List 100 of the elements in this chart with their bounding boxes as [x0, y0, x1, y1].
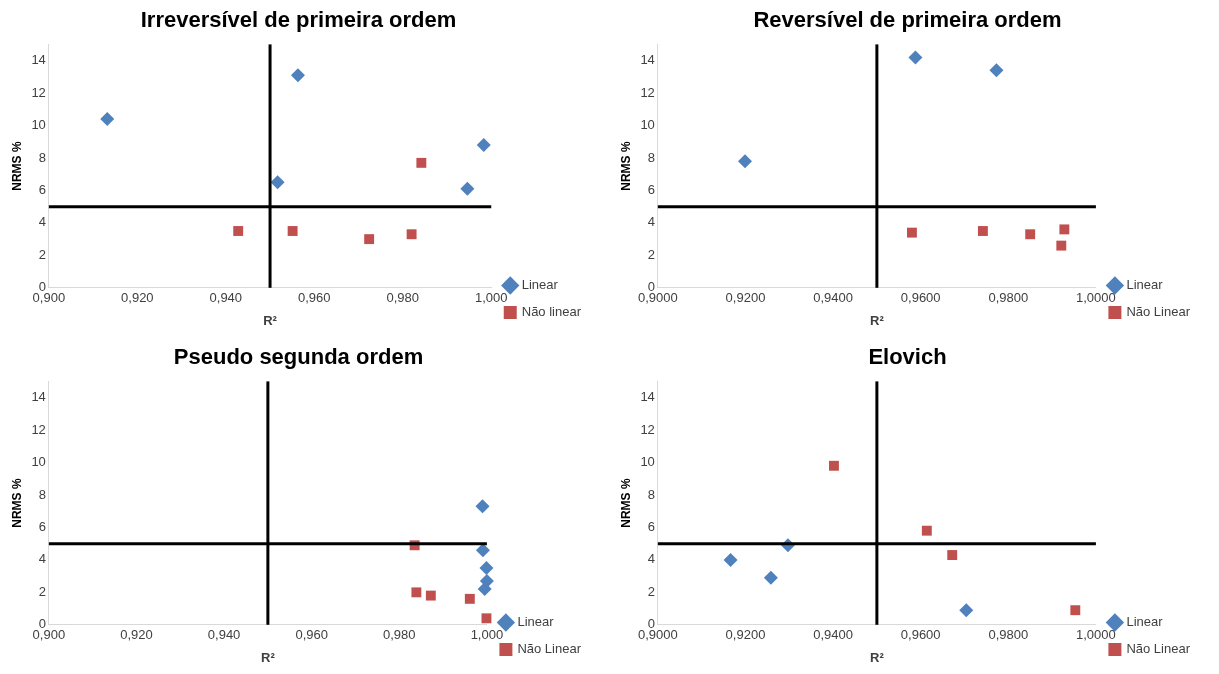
point [411, 587, 422, 598]
y-tick-label: 10 [640, 117, 655, 133]
y-tick-label: 4 [38, 551, 46, 567]
legend-label: Não linear [521, 304, 582, 320]
x-axis-title: R² [261, 649, 276, 665]
x-tick-label: 0,920 [120, 627, 153, 643]
x-tick-label: 0,900 [32, 290, 66, 306]
y-axis-title: NRMS % [618, 141, 633, 191]
x-tick-label: 0,9000 [637, 290, 678, 306]
x-tick-label: 0,9600 [900, 627, 941, 643]
x-tick-label: 0,940 [207, 627, 241, 643]
point [364, 234, 375, 245]
chart-title: Reversível de primeira ordem [753, 7, 1062, 33]
x-tick-label: 0,9000 [637, 627, 678, 643]
point [475, 499, 490, 514]
legend-label: Não Linear [1126, 641, 1191, 657]
legend-label: Linear [1126, 614, 1164, 630]
x-tick-label: 1,0000 [1076, 627, 1116, 643]
point [477, 582, 492, 597]
x-tick-label: 0,9200 [725, 627, 766, 643]
y-tick-label: 8 [647, 149, 655, 165]
y-axis-title: NRMS % [9, 141, 24, 191]
point [287, 226, 298, 236]
point [947, 550, 958, 560]
x-tick-label: 0,9600 [900, 290, 941, 306]
y-tick-label: 14 [31, 389, 46, 405]
point [906, 227, 917, 238]
x-tick-label: 0,9200 [725, 290, 766, 306]
point [1025, 229, 1036, 240]
y-tick-label: 6 [647, 519, 655, 535]
point [425, 590, 436, 601]
point [481, 613, 492, 624]
point [738, 154, 753, 169]
point [989, 63, 1004, 78]
y-axis-title: NRMS % [9, 478, 24, 528]
y-tick-label: 12 [31, 421, 46, 437]
x-axis-title: R² [263, 312, 278, 328]
point [723, 552, 738, 567]
x-tick-label: 0,980 [386, 290, 420, 306]
point [763, 570, 778, 585]
y-tick-label: 2 [647, 246, 655, 262]
point [475, 543, 490, 558]
chart-title: Irreversível de primeira ordem [140, 7, 457, 33]
y-tick-label: 12 [31, 84, 46, 100]
point [233, 226, 244, 236]
x-axis-title: R² [870, 312, 885, 328]
x-tick-label: 0,9800 [988, 290, 1029, 306]
point [829, 460, 839, 471]
x-tick-label: 1,000 [470, 627, 504, 643]
point [959, 603, 974, 618]
y-tick-label: 2 [38, 246, 46, 262]
point [1056, 240, 1067, 251]
y-tick-label: 10 [640, 454, 655, 470]
point [1070, 605, 1081, 616]
legend-label: Linear [521, 277, 559, 293]
x-tick-label: 0,960 [298, 290, 331, 306]
y-tick-label: 14 [640, 389, 655, 405]
legend-label: Não Linear [1126, 304, 1191, 320]
y-axis-title: NRMS % [618, 478, 633, 528]
x-tick-label: 0,900 [32, 627, 66, 643]
y-tick-label: 4 [38, 214, 46, 230]
x-tick-label: 0,960 [295, 627, 328, 643]
x-tick-label: 1,0000 [1076, 290, 1116, 306]
y-tick-label: 14 [640, 52, 655, 68]
point [479, 561, 494, 576]
x-tick-label: 0,9400 [813, 290, 853, 306]
y-tick-label: 6 [647, 182, 655, 198]
y-tick-label: 6 [38, 519, 46, 535]
y-tick-label: 10 [31, 454, 46, 470]
point [921, 525, 932, 536]
y-tick-label: 10 [31, 117, 46, 133]
y-tick-label: 6 [38, 182, 46, 198]
point [476, 138, 491, 153]
x-tick-label: 0,920 [121, 290, 154, 306]
legend-label: Linear [1126, 277, 1164, 293]
point [406, 229, 417, 240]
y-tick-label: 4 [647, 214, 655, 230]
y-tick-label: 12 [640, 84, 655, 100]
chart-title: Pseudo segunda ordem [173, 344, 424, 370]
legend-label: Não Linear [517, 641, 582, 657]
legend-label: Linear [517, 614, 555, 630]
y-tick-label: 12 [640, 421, 655, 437]
x-tick-label: 0,980 [383, 627, 416, 643]
x-tick-label: 1,000 [474, 290, 508, 306]
point [1059, 224, 1070, 235]
point [460, 181, 475, 196]
x-tick-label: 0,9400 [813, 627, 853, 643]
x-tick-label: 0,940 [209, 290, 243, 306]
chart-title: Elovich [868, 344, 947, 370]
point [908, 50, 923, 65]
point [290, 68, 305, 83]
point [464, 593, 475, 604]
y-tick-label: 8 [38, 149, 46, 165]
point [416, 157, 427, 168]
point [977, 226, 988, 236]
y-tick-label: 2 [647, 583, 655, 599]
point [270, 175, 285, 190]
y-tick-label: 8 [38, 486, 46, 502]
y-tick-label: 2 [38, 583, 46, 599]
point [100, 112, 115, 127]
